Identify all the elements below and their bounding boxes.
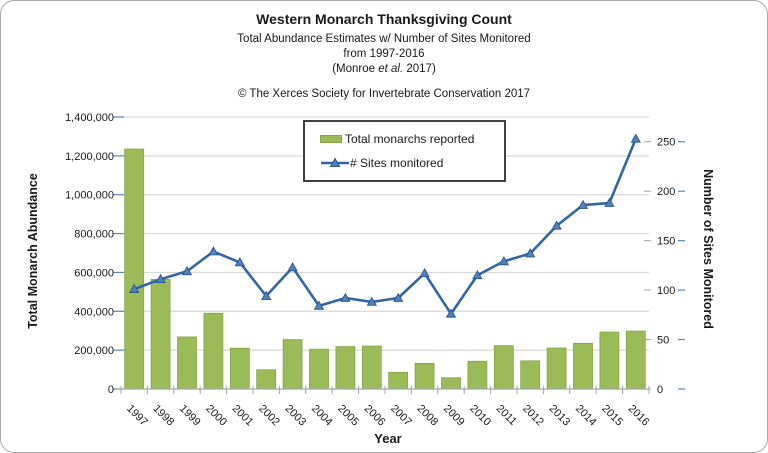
- left-axis-tick-label: 200,000: [74, 345, 114, 357]
- left-axis-tick-label: 400,000: [74, 306, 114, 318]
- bar-2009: [441, 377, 461, 390]
- right-axis-title: Number of Sites Monitored: [701, 169, 715, 329]
- chart-subtitle-line1: Total Abundance Estimates w/ Number of S…: [237, 33, 531, 45]
- right-axis-tick-label: 250: [657, 137, 675, 149]
- bar-2008: [414, 362, 435, 390]
- line-marker-2012: [525, 248, 536, 258]
- legend-entry-bars: Total monarchs reported: [320, 132, 504, 146]
- sites-monitored-line: [132, 137, 638, 316]
- legend-label-bars: Total monarchs reported: [345, 132, 475, 146]
- x-axis-year-label: 2016: [626, 403, 652, 429]
- bar-2013: [546, 347, 567, 390]
- bar-2016: [625, 330, 646, 390]
- left-axis-title: Total Monarch Abundance: [26, 173, 40, 329]
- x-axis-year-label: 1998: [150, 403, 176, 429]
- x-axis-year-label: 2013: [546, 403, 572, 429]
- left-axis-tick-label: 800,000: [74, 229, 114, 241]
- legend-label-line: # Sites monitored: [350, 156, 444, 170]
- bar-2005: [335, 346, 356, 390]
- bar-2003: [282, 339, 303, 390]
- bar-2012: [520, 360, 541, 390]
- bar-1998: [150, 279, 171, 390]
- line-marker-1998: [155, 273, 166, 284]
- left-axis-tick-label: 1,400,000: [65, 112, 114, 124]
- x-axis-year-label: 2011: [494, 403, 519, 428]
- x-axis-year-label: 2001: [230, 403, 256, 429]
- line-marker-2008: [419, 267, 430, 278]
- line-marker-2015: [604, 197, 615, 207]
- line-marker-2007: [393, 292, 404, 302]
- x-axis-year-label: 2003: [282, 403, 308, 429]
- subtitle3-pre: (Monroe: [332, 63, 379, 75]
- chart-title: Western Monarch Thanksgiving Count: [256, 11, 512, 27]
- line-marker-2006: [366, 296, 377, 306]
- legend-bar-swatch-icon: [320, 135, 342, 143]
- x-axis-year-label: 2008: [414, 403, 440, 429]
- right-axis-tick-label: 150: [657, 236, 675, 248]
- bar-1997: [124, 148, 145, 390]
- chart-subtitle-line3: (Monroe et al. 2017): [1, 62, 767, 77]
- bar-2007: [388, 371, 409, 390]
- bar-2000: [203, 312, 224, 390]
- copyright-text: © The Xerces Society for Invertebrate Co…: [237, 88, 531, 100]
- x-axis-year-label: 2004: [309, 403, 335, 429]
- right-axis-tick-label: 0: [657, 384, 663, 396]
- right-axis-tick-label: 200: [657, 186, 675, 198]
- line-marker-2011: [498, 256, 509, 266]
- left-axis-tick-label: 1,000,000: [65, 190, 114, 202]
- line-marker-2000: [208, 246, 219, 256]
- x-axis-year-label: 2014: [573, 403, 599, 429]
- line-marker-2001: [234, 257, 245, 267]
- chart-subtitle-line2: from 1997-2016: [343, 48, 425, 60]
- subtitle3-etal: et al.: [378, 63, 404, 75]
- x-axis-title: Year: [374, 431, 402, 446]
- x-axis-year-label: 2007: [388, 403, 414, 429]
- left-axis-tick-label: 0: [108, 384, 114, 396]
- legend: Total monarchs reported # Sites monitore…: [303, 120, 506, 182]
- x-axis-year-label: 2015: [599, 403, 625, 429]
- legend-entry-line: # Sites monitored: [320, 156, 504, 170]
- x-axis-year-label: 1997: [124, 403, 150, 429]
- bar-2002: [256, 369, 277, 390]
- line-marker-2016: [630, 133, 641, 143]
- x-axis-year-label: 2012: [520, 403, 546, 429]
- chart-header: Western Monarch Thanksgiving Count Total…: [1, 12, 767, 102]
- line-marker-1999: [181, 265, 193, 276]
- line-marker-2010: [472, 269, 483, 280]
- bar-2001: [229, 347, 250, 390]
- legend-line-icon: [321, 157, 349, 167]
- right-axis-tick-label: 100: [657, 285, 675, 297]
- left-axis-tick-label: 600,000: [74, 267, 114, 279]
- line-marker-2013: [551, 220, 562, 230]
- bar-2014: [573, 342, 593, 390]
- bar-2010: [467, 360, 488, 390]
- line-marker-2003: [287, 262, 298, 272]
- subtitle3-post: 2017): [403, 63, 436, 75]
- line-marker-2005: [340, 292, 351, 302]
- line-marker-2002: [261, 290, 272, 300]
- right-axis-tick-label: 50: [657, 335, 669, 347]
- x-axis-year-label: 2005: [335, 403, 361, 429]
- line-marker-2009: [445, 308, 457, 318]
- bar-1999: [177, 336, 197, 390]
- x-axis-year-label: 1999: [177, 403, 203, 429]
- bar-2011: [493, 345, 514, 390]
- line-marker-2014: [577, 199, 589, 209]
- x-axis-year-label: 2002: [256, 403, 282, 429]
- line-marker-2004: [313, 300, 325, 310]
- bar-2015: [599, 331, 620, 390]
- left-axis-tick-label: 1,200,000: [65, 151, 114, 163]
- bar-2006: [361, 345, 382, 390]
- x-axis-year-label: 2006: [362, 403, 388, 429]
- bar-2004: [309, 348, 329, 390]
- line-marker-1997: [129, 283, 140, 293]
- x-axis-year-label: 2010: [467, 403, 493, 429]
- x-axis-year-label: 2000: [203, 403, 229, 429]
- x-axis-year-label: 2009: [441, 403, 467, 429]
